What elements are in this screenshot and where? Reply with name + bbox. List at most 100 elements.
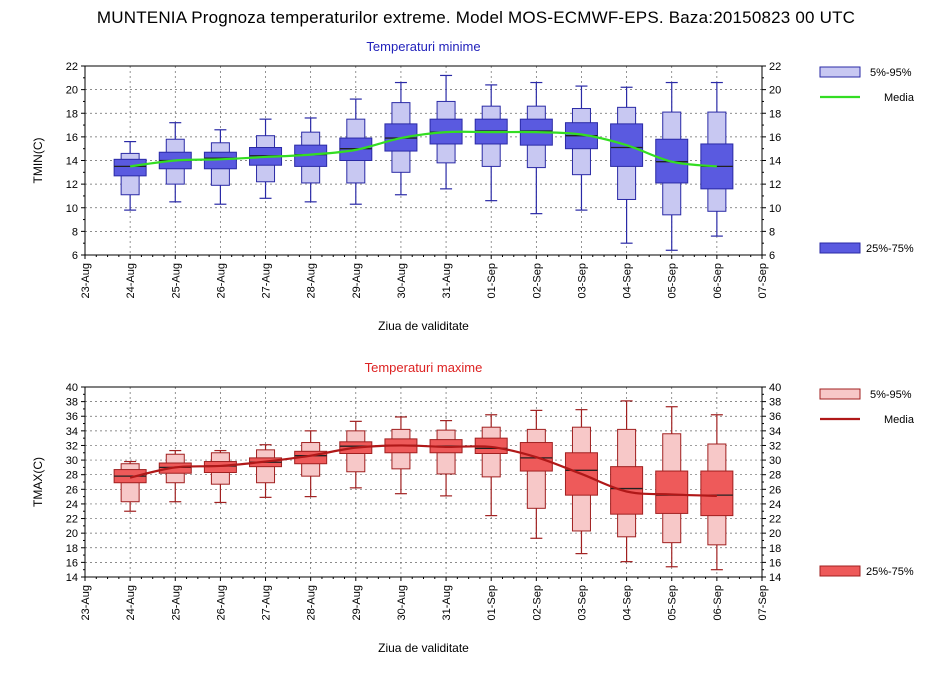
x-tick-label: 29-Aug [351, 263, 363, 298]
y-tick-label-right: 16 [769, 132, 781, 144]
box-25-75 [113, 158, 147, 177]
x-tick-label: 31-Aug [441, 263, 453, 298]
tmax-box-02-Sep [519, 409, 553, 539]
x-tick-label: 01-Sep [486, 585, 498, 620]
tmin-x-axis-label: Ziua de validitate [378, 319, 469, 333]
tmax-chart-title: Temperaturi maxime [365, 360, 483, 375]
legend-label-25-75: 25%-75% [866, 243, 914, 255]
legend-swatch-25-75 [819, 565, 861, 577]
box-25-75 [519, 442, 553, 472]
y-tick-label-right: 14 [769, 572, 781, 584]
x-tick-label: 04-Sep [622, 585, 634, 620]
x-tick-label: 23-Aug [80, 263, 92, 298]
y-tick-label-left: 8 [72, 226, 78, 238]
tmax-box-05-Sep [655, 406, 689, 568]
x-tick-label: 24-Aug [125, 585, 137, 620]
x-tick-label: 06-Sep [712, 263, 724, 298]
x-tick-label: 02-Sep [531, 585, 543, 620]
y-tick-label-right: 34 [769, 426, 781, 438]
y-tick-label-right: 28 [769, 470, 781, 482]
x-tick-label: 26-Aug [215, 263, 227, 298]
y-tick-label-right: 20 [769, 85, 781, 97]
y-tick-label-right: 14 [769, 156, 781, 168]
x-tick-label: 05-Sep [667, 263, 679, 298]
y-tick-label-left: 16 [66, 557, 78, 569]
y-tick-label-right: 20 [769, 528, 781, 540]
tmin-box-04-Sep [610, 86, 644, 244]
tmax-legend: 5%-95% Media 25%-75% [819, 388, 915, 578]
tmax-box-30-Aug [384, 416, 418, 495]
x-tick-label: 28-Aug [306, 585, 318, 620]
tmin-chart: Temperaturi minime 6 6 8 8 10 10 12 12 14 14 16 16 18… [31, 39, 915, 333]
tmax-x-axis-label: Ziua de validitate [378, 641, 469, 655]
tmin-legend: 5%-95% Media 25%-75% [819, 66, 915, 255]
x-tick-label: 28-Aug [306, 263, 318, 298]
tmin-y-axis-label: TMIN(C) [31, 138, 45, 184]
x-tick-label: 07-Sep [757, 263, 769, 298]
legend-swatch-5-95 [819, 66, 861, 78]
y-tick-label-right: 6 [769, 250, 775, 262]
tmax-box-25-Aug [158, 449, 192, 503]
y-tick-label-left: 40 [66, 382, 78, 394]
tmax-y-axis-label: TMAX(C) [31, 457, 45, 507]
y-tick-label-right: 38 [769, 397, 781, 409]
y-tick-label-right: 10 [769, 203, 781, 215]
x-tick-label: 29-Aug [351, 585, 363, 620]
tmin-mean-line [129, 130, 717, 168]
x-tick-label: 02-Sep [531, 263, 543, 298]
y-tick-label-right: 18 [769, 108, 781, 120]
x-tick-label: 27-Aug [261, 585, 273, 620]
tmax-box-06-Sep [700, 414, 734, 571]
y-tick-label-left: 18 [66, 108, 78, 120]
tmax-box-24-Aug [113, 460, 147, 512]
y-tick-label-right: 30 [769, 455, 781, 467]
y-tick-label-left: 38 [66, 397, 78, 409]
y-tick-label-left: 36 [66, 411, 78, 423]
x-tick-label: 03-Sep [576, 585, 588, 620]
tmin-box-03-Sep [564, 85, 598, 211]
box-25-75 [700, 470, 734, 517]
y-tick-label-left: 32 [66, 440, 78, 452]
tmax-box-28-Aug [294, 430, 328, 498]
tmin-box-24-Aug [113, 141, 147, 211]
x-tick-label: 04-Sep [622, 263, 634, 298]
y-tick-label-right: 26 [769, 484, 781, 496]
y-tick-label-left: 30 [66, 455, 78, 467]
y-tick-label-left: 22 [66, 61, 78, 73]
tmin-box-28-Aug [294, 117, 328, 203]
x-tick-label: 27-Aug [261, 263, 273, 298]
tmin-box-06-Sep [700, 81, 734, 237]
y-tick-label-right: 22 [769, 514, 781, 526]
legend-label-25-75: 25%-75% [866, 566, 914, 578]
y-tick-label-left: 28 [66, 470, 78, 482]
y-tick-label-left: 14 [66, 572, 78, 584]
legend-label-5-95: 5%-95% [870, 389, 912, 401]
y-tick-label-left: 10 [66, 203, 78, 215]
legend-label-5-95: 5%-95% [870, 67, 912, 79]
box-25-75 [655, 470, 689, 514]
legend-label-mean: Media [884, 92, 915, 104]
y-tick-label-left: 20 [66, 528, 78, 540]
tmax-box-03-Sep [564, 409, 598, 555]
x-tick-label: 06-Sep [712, 585, 724, 620]
x-tick-label: 07-Sep [757, 585, 769, 620]
tmax-mean-line [129, 444, 717, 497]
tmax-box-04-Sep [610, 400, 644, 563]
legend-swatch-25-75 [819, 242, 861, 254]
y-tick-label-right: 36 [769, 411, 781, 423]
tmin-box-05-Sep [655, 81, 689, 251]
y-tick-label-right: 40 [769, 382, 781, 394]
y-tick-label-left: 18 [66, 543, 78, 555]
y-tick-label-left: 6 [72, 250, 78, 262]
legend-swatch-5-95 [819, 388, 861, 400]
tmax-box-01-Sep [474, 414, 508, 517]
y-tick-label-right: 12 [769, 179, 781, 191]
x-tick-label: 23-Aug [80, 585, 92, 620]
x-tick-label: 30-Aug [396, 263, 408, 298]
y-tick-label-left: 14 [66, 156, 78, 168]
y-tick-label-left: 16 [66, 132, 78, 144]
y-tick-label-left: 26 [66, 484, 78, 496]
y-tick-label-left: 20 [66, 85, 78, 97]
tmax-box-29-Aug [339, 420, 373, 489]
